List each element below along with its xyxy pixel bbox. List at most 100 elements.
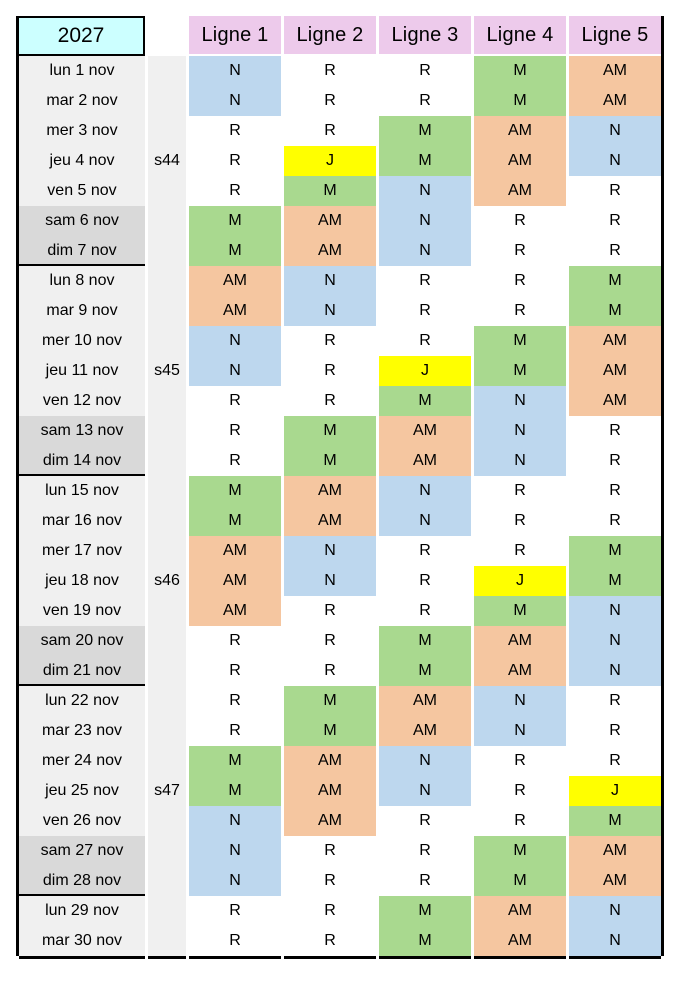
shift-cell: M	[379, 656, 471, 686]
shift-cell: R	[474, 206, 566, 236]
shift-cell: N	[569, 656, 661, 686]
shift-cell: N	[569, 116, 661, 146]
shift-cell: R	[284, 356, 376, 386]
shift-cell: R	[189, 716, 281, 746]
year-cell: 2027	[19, 16, 145, 56]
shift-cell: N	[474, 416, 566, 446]
week-number-cell	[148, 86, 186, 116]
date-cell: mar 16 nov	[19, 506, 145, 536]
week-number-cell	[148, 506, 186, 536]
shift-cell: J	[474, 566, 566, 596]
shift-cell: M	[474, 356, 566, 386]
shift-cell: R	[569, 716, 661, 746]
shift-cell: R	[569, 746, 661, 776]
week-number-cell	[148, 446, 186, 476]
shift-cell: R	[474, 266, 566, 296]
shift-cell: N	[569, 596, 661, 626]
shift-cell: AM	[284, 476, 376, 506]
shift-cell: M	[284, 176, 376, 206]
shift-cell: R	[474, 746, 566, 776]
shift-cell: J	[569, 776, 661, 806]
shift-cell: AM	[569, 326, 661, 356]
shift-cell: R	[569, 206, 661, 236]
week-number-cell: s45	[148, 356, 186, 386]
shift-cell: R	[284, 56, 376, 86]
column-header-ligne-2: Ligne 2	[284, 16, 376, 54]
shift-cell: R	[379, 866, 471, 896]
shift-cell: R	[379, 326, 471, 356]
shift-cell: M	[189, 776, 281, 806]
shift-cell: R	[379, 536, 471, 566]
shift-cell: R	[474, 506, 566, 536]
shift-cell: R	[379, 596, 471, 626]
shift-cell: AM	[284, 746, 376, 776]
shift-cell: R	[189, 446, 281, 476]
shift-cell: J	[379, 356, 471, 386]
week-number-cell	[148, 536, 186, 566]
shift-cell: AM	[284, 776, 376, 806]
shift-cell: AM	[474, 656, 566, 686]
table-row: mer 10 nov N R R M AM	[19, 326, 661, 356]
shift-cell: N	[189, 86, 281, 116]
shift-cell: R	[189, 386, 281, 416]
shift-cell: AM	[284, 206, 376, 236]
week-number-cell	[148, 56, 186, 86]
week-number-cell	[148, 416, 186, 446]
shift-cell: R	[379, 566, 471, 596]
week-number-cell	[148, 746, 186, 776]
shift-cell: R	[189, 686, 281, 716]
shift-cell: R	[284, 866, 376, 896]
shift-cell: R	[284, 86, 376, 116]
table-row: lun 29 nov R R M AM N	[19, 896, 661, 926]
table-row: jeu 25 nov s47 M AM N R J	[19, 776, 661, 806]
date-cell: sam 27 nov	[19, 836, 145, 866]
shift-cell: N	[474, 686, 566, 716]
shift-cell: R	[474, 236, 566, 266]
date-cell: mar 2 nov	[19, 86, 145, 116]
week-number-cell	[148, 596, 186, 626]
table-row: mar 30 nov R R M AM N	[19, 926, 661, 956]
shift-cell: M	[474, 836, 566, 866]
shift-cell: N	[474, 716, 566, 746]
column-header-ligne-1: Ligne 1	[189, 16, 281, 54]
week-number-cell	[148, 206, 186, 236]
date-cell: mer 17 nov	[19, 536, 145, 566]
shift-cell: AM	[569, 836, 661, 866]
shift-cell: M	[189, 206, 281, 236]
table-row: mer 24 nov M AM N R R	[19, 746, 661, 776]
column-header-ligne-5: Ligne 5	[569, 16, 661, 54]
date-cell: ven 12 nov	[19, 386, 145, 416]
shift-cell: N	[189, 806, 281, 836]
shift-cell: M	[284, 686, 376, 716]
shift-cell: R	[284, 896, 376, 926]
date-cell: jeu 11 nov	[19, 356, 145, 386]
date-cell: lun 29 nov	[19, 896, 145, 926]
shift-cell: N	[474, 446, 566, 476]
date-cell: ven 19 nov	[19, 596, 145, 626]
date-cell: ven 5 nov	[19, 176, 145, 206]
shift-cell: R	[189, 116, 281, 146]
shift-cell: N	[569, 926, 661, 956]
table-row: mar 2 nov N R R M AM	[19, 86, 661, 116]
table-row: lun 15 nov M AM N R R	[19, 476, 661, 506]
shift-cell: M	[189, 476, 281, 506]
table-row: mer 17 nov AM N R R M	[19, 536, 661, 566]
shift-cell: R	[379, 86, 471, 116]
shift-cell: AM	[474, 626, 566, 656]
shift-cell: R	[189, 146, 281, 176]
shift-cell: R	[379, 806, 471, 836]
date-cell: sam 6 nov	[19, 206, 145, 236]
week-number-cell: s46	[148, 566, 186, 596]
date-cell: jeu 18 nov	[19, 566, 145, 596]
table-row: jeu 18 nov s46 AM N R J M	[19, 566, 661, 596]
week-number-cell	[148, 386, 186, 416]
shift-cell: R	[474, 806, 566, 836]
shift-cell: N	[569, 146, 661, 176]
table-row: lun 8 nov AM N R R M	[19, 266, 661, 296]
table-row: mar 23 nov R M AM N R	[19, 716, 661, 746]
date-cell: mer 10 nov	[19, 326, 145, 356]
shift-cell: AM	[284, 236, 376, 266]
shift-cell: R	[189, 926, 281, 956]
date-cell: dim 7 nov	[19, 236, 145, 266]
table-row: jeu 4 nov s44 R J M AM N	[19, 146, 661, 176]
